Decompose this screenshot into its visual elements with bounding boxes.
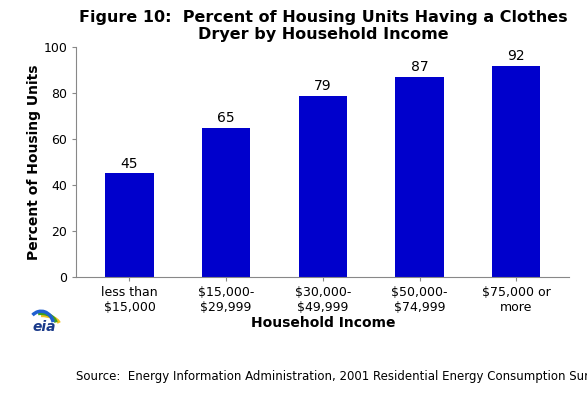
- Text: Source:  Energy Information Administration, 2001 Residential Energy Consumption : Source: Energy Information Administratio…: [76, 370, 587, 383]
- X-axis label: Household Income: Household Income: [251, 316, 395, 330]
- Bar: [202, 128, 250, 276]
- Text: eia: eia: [32, 320, 56, 334]
- Bar: [492, 66, 541, 276]
- Bar: [299, 96, 347, 276]
- Text: 79: 79: [314, 79, 332, 93]
- Y-axis label: Percent of Housing Units: Percent of Housing Units: [26, 64, 41, 260]
- Title: Figure 10:  Percent of Housing Units Having a Clothes
Dryer by Household Income: Figure 10: Percent of Housing Units Havi…: [79, 9, 567, 42]
- Bar: [105, 173, 154, 276]
- Text: 87: 87: [411, 60, 429, 74]
- Text: 45: 45: [121, 157, 138, 171]
- Text: 92: 92: [507, 49, 525, 63]
- Text: 65: 65: [217, 111, 235, 125]
- Bar: [396, 77, 444, 276]
